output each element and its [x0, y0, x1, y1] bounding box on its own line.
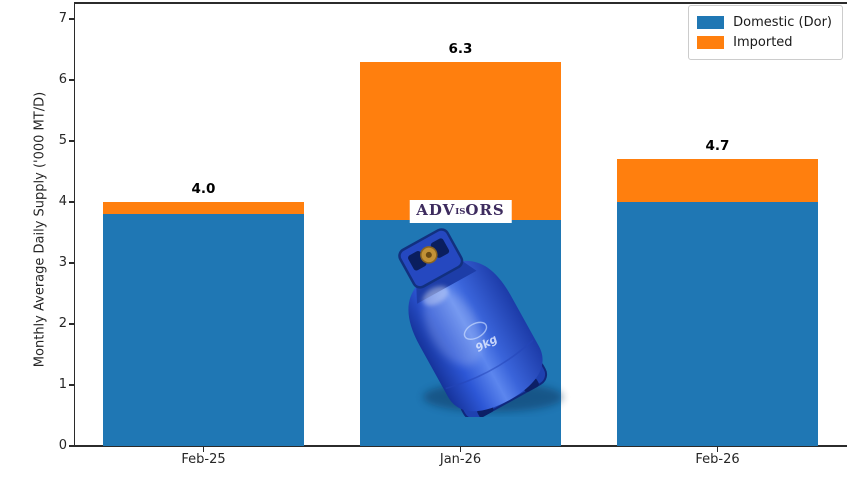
- y-tick-label: 3: [58, 254, 67, 270]
- bar-total-label: 6.3: [448, 40, 473, 57]
- bar-total-label: 4.0: [191, 180, 216, 197]
- y-tick-mark: [69, 201, 74, 203]
- legend: Domestic (Dor) Imported: [688, 5, 843, 60]
- bar-segment-domestic: [617, 201, 818, 446]
- watermark-text-mid: IS: [455, 207, 466, 217]
- lpg-cylinder-image: 9kg: [398, 228, 563, 417]
- y-tick-label: 4: [58, 193, 67, 209]
- y-tick-mark: [69, 323, 74, 325]
- x-tick-label: Jan-26: [439, 452, 482, 467]
- y-tick-mark: [69, 18, 74, 20]
- y-tick-mark: [69, 79, 74, 81]
- bar-segment-domestic: [103, 214, 304, 446]
- bar-total-label: 4.7: [705, 138, 730, 155]
- x-tick-mark: [459, 447, 462, 452]
- legend-item-domestic: Domestic (Dor): [697, 12, 832, 32]
- y-tick-label: 7: [58, 10, 67, 26]
- x-tick-mark: [716, 447, 719, 452]
- y-tick-mark: [69, 140, 74, 142]
- top-spine: [74, 2, 847, 4]
- plot-area: ADVISORS: [75, 3, 846, 446]
- x-tick-label: Feb-26: [695, 452, 740, 467]
- y-tick-label: 1: [58, 376, 67, 392]
- y-tick-label: 0: [58, 438, 67, 453]
- y-tick-mark: [69, 384, 74, 386]
- domestic-color-swatch: [697, 15, 725, 29]
- legend-label-domestic: Domestic (Dor): [733, 14, 832, 30]
- x-axis-spine: [74, 445, 847, 447]
- y-tick-label: 2: [58, 315, 67, 331]
- y-tick-label: 5: [58, 132, 67, 148]
- x-tick-label: Feb-25: [181, 452, 226, 467]
- bar-segment-imported: [617, 159, 818, 202]
- y-axis-spine: [74, 3, 76, 447]
- watermark-text-left: ADV: [416, 201, 456, 219]
- legend-label-imported: Imported: [733, 34, 793, 50]
- y-tick-mark: [69, 445, 74, 447]
- watermark-text-right: ORS: [465, 201, 505, 219]
- y-axis-title: Monthly Average Daily Supply ('000 MT/D): [32, 91, 48, 368]
- y-tick-mark: [69, 262, 74, 264]
- y-tick-label: 6: [58, 71, 67, 87]
- bar-segment-imported: [360, 61, 561, 221]
- legend-item-imported: Imported: [697, 32, 832, 52]
- advisors-watermark: ADVISORS: [409, 200, 512, 223]
- imported-color-swatch: [697, 35, 725, 49]
- x-tick-mark: [202, 447, 205, 452]
- bar-segment-imported: [103, 201, 304, 215]
